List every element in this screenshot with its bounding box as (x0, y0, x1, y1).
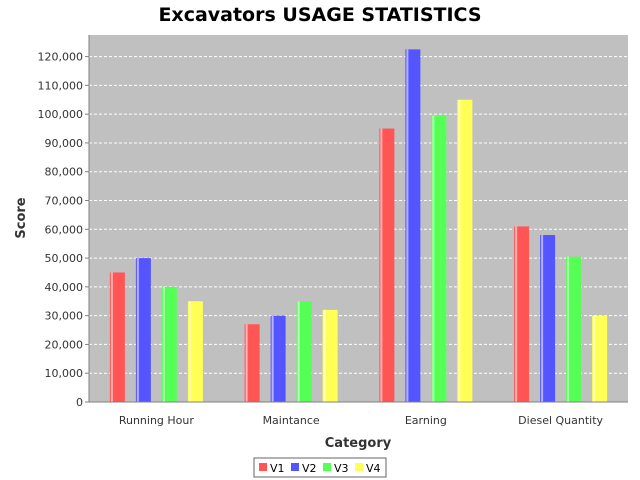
bar-v4: V4 / Earning: 105000 (457, 99, 473, 402)
bar-highlight (136, 258, 139, 402)
legend-swatch (291, 463, 299, 471)
y-tick-label: 0 (76, 396, 83, 409)
legend-box (253, 457, 387, 478)
bar-v4: V4 / Running Hour: 35000 (187, 301, 203, 402)
x-tick-label: Diesel Quantity (518, 414, 603, 427)
bar-v2: V2 / Maintance: 30000 (270, 315, 286, 402)
y-tick-label: 40,000 (45, 281, 84, 294)
bar-highlight (380, 128, 383, 403)
plot-background (89, 35, 628, 402)
legend: V1 V2 V3 V4 (253, 457, 387, 478)
bar-v4: V4 / Diesel Quantity: 30000 (592, 315, 608, 402)
bar-v1: V1 / Earning: 95000 (379, 128, 395, 403)
y-axis-label: Score (14, 197, 29, 238)
bar-v3: V3 / Running Hour: 40000 (161, 286, 177, 402)
y-tick-label: 110,000 (38, 79, 84, 92)
bar-highlight (515, 226, 518, 402)
y-tick-label: 80,000 (45, 166, 84, 179)
bar-v2: V2 / Earning: 122500 (405, 49, 421, 403)
bar-highlight (271, 315, 274, 402)
x-tick-label: Earning (405, 414, 447, 427)
bar-highlight (110, 272, 113, 402)
bar-highlight (323, 309, 326, 402)
bar-v3: V3 / Diesel Quantity: 50500 (566, 256, 582, 402)
legend-label: V3 (334, 462, 349, 475)
x-tick-label: Maintance (263, 414, 320, 427)
legend-label: V1 (270, 462, 285, 475)
y-tick-label: 20,000 (45, 338, 84, 351)
bar-v4: V4 / Maintance: 32000 (322, 309, 338, 402)
bar-highlight (406, 49, 409, 403)
x-tick-label: Running Hour (119, 414, 195, 427)
legend-swatch (259, 463, 267, 471)
x-axis-label: Category (325, 436, 392, 451)
y-tick-label: 120,000 (38, 51, 84, 64)
bar-highlight (458, 99, 461, 402)
bar-highlight (245, 324, 248, 402)
bar-v3: V3 / Maintance: 35000 (296, 301, 312, 402)
bar-v3: V3 / Earning: 99500 (431, 115, 447, 403)
bar-v1: V1 / Diesel Quantity: 61000 (514, 226, 530, 402)
y-tick-label: 90,000 (45, 137, 84, 150)
bar-v2: V2 / Running Hour: 50000 (135, 258, 151, 402)
y-tick-label: 30,000 (45, 310, 84, 323)
y-tick-label: 100,000 (38, 108, 84, 121)
y-tick-label: 60,000 (45, 223, 84, 236)
bar-v1: V1 / Running Hour: 45000 (109, 272, 125, 402)
y-tick-label: 50,000 (45, 252, 84, 265)
bar-v1: V1 / Maintance: 27000 (244, 324, 260, 402)
legend-swatch (355, 463, 363, 471)
bar-highlight (432, 115, 435, 403)
legend-swatch (323, 463, 331, 471)
bar-v2: V2 / Diesel Quantity: 58000 (540, 235, 556, 402)
plot-area: 0 10,000 20,000 30,000 40,000 50,000 60,000 70,… (38, 35, 628, 427)
bar-highlight (162, 286, 165, 402)
bar-highlight (188, 301, 191, 402)
y-tick-label: 10,000 (45, 367, 84, 380)
y-tick-label: 70,000 (45, 195, 84, 208)
bar-highlight (593, 315, 596, 402)
bar-highlight (541, 235, 544, 402)
legend-label: V4 (366, 462, 381, 475)
bar-highlight (297, 301, 300, 402)
chart-title: Excavators USAGE STATISTICS (158, 4, 481, 26)
legend-label: V2 (302, 462, 317, 475)
bar-highlight (567, 256, 570, 402)
